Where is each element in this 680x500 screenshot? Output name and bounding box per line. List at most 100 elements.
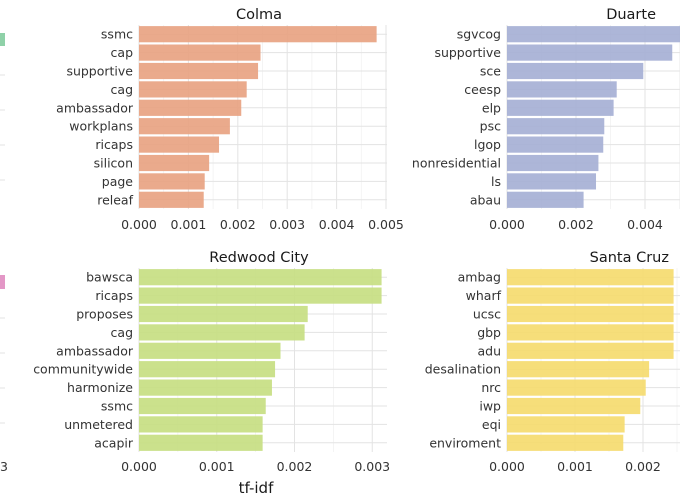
category-label: gbp: [477, 325, 501, 340]
bar-acapir: [139, 434, 263, 451]
bar-workplans: [139, 118, 230, 135]
x-tick-label: 0.001: [171, 217, 207, 232]
x-tick-label: 0.002: [220, 217, 256, 232]
x-tick-label: 0.002: [625, 459, 661, 474]
bar-adu: [507, 342, 674, 359]
bar-iwp: [507, 397, 641, 415]
bar-psc: [507, 118, 605, 135]
bar-nrc: [507, 379, 646, 396]
x-tick-label: 0.002: [558, 217, 594, 232]
category-label: cag: [111, 82, 133, 97]
bar-releaf: [139, 191, 204, 208]
category-label: iwp: [479, 399, 501, 414]
bar-eqi: [507, 416, 625, 433]
category-label: silicon: [94, 156, 133, 171]
facet-panel-duarte: sgvcog supportive sce ceesp elp psc lgop nonres…: [412, 7, 680, 232]
bar-ambassador: [139, 99, 242, 116]
x-tick-label: 0.004: [627, 217, 663, 232]
category-label: cap: [111, 45, 134, 60]
category-label: proposes: [76, 307, 133, 322]
bar-supportive: [139, 62, 259, 80]
category-label: ambag: [458, 270, 501, 285]
bar-cag: [139, 324, 305, 341]
category-label: ambassador: [56, 343, 134, 358]
facet-title: Santa Cruz: [590, 250, 669, 266]
category-label: nonresidential: [412, 156, 501, 171]
category-label: bawsca: [86, 270, 133, 285]
bar-supportive: [507, 44, 673, 61]
bar-communitywide: [139, 361, 276, 378]
category-label: sgvcog: [457, 27, 501, 42]
bar-desalination: [507, 361, 650, 378]
x-tick-label: 0.001: [557, 459, 593, 474]
bar-unmetered: [139, 416, 263, 433]
bar-lgop: [507, 136, 604, 153]
bar-ssmc: [139, 397, 266, 415]
bar-ambag: [507, 269, 674, 286]
x-tick-label: 0.000: [121, 459, 157, 474]
category-label: acapir: [94, 435, 134, 450]
bar-ls: [507, 173, 597, 190]
facet-panel-colma: ssmc cap supportive cag ambassador workplans r…: [56, 7, 404, 232]
facet-title: Duarte: [606, 7, 656, 23]
category-label: elp: [482, 100, 501, 115]
category-label: ssmc: [101, 27, 133, 42]
x-tick-label: 0.001: [199, 459, 235, 474]
clipped-left-panel-top: [0, 33, 5, 181]
facet-title: Colma: [236, 7, 282, 23]
bar-ucsc: [507, 305, 674, 323]
bar-wharf: [507, 287, 674, 304]
category-label: releaf: [97, 192, 133, 207]
x-tick-label: 0.002: [277, 459, 313, 474]
bar-cap: [139, 44, 261, 61]
clipped-left-bar-bottom: [0, 275, 5, 289]
category-label: enviroment: [429, 435, 501, 450]
bar-silicon: [139, 154, 210, 172]
x-tick-label: 0.003: [354, 459, 390, 474]
category-label: communitywide: [33, 362, 133, 377]
category-label: unmetered: [64, 417, 133, 432]
category-label: supportive: [66, 64, 133, 79]
facet-panel-santa-cruz: ambag wharf ucsc gbp adu desalination nrc iwp eq…: [425, 250, 680, 474]
x-tick-label: 0.005: [368, 217, 404, 232]
x-tick-label: 0.000: [489, 217, 525, 232]
category-label: ls: [491, 174, 501, 189]
category-label: nrc: [481, 380, 501, 395]
bar-sce: [507, 62, 644, 80]
bar-bawsca: [139, 269, 382, 286]
bar-nonresidential: [507, 154, 599, 172]
category-label: ucsc: [473, 307, 501, 322]
category-label: lgop: [474, 137, 501, 152]
x-tick-label: 0.000: [489, 459, 525, 474]
x-axis-label: tf-idf: [239, 479, 274, 497]
facet-title: Redwood City: [209, 250, 309, 266]
category-label: wharf: [466, 288, 502, 303]
category-label: psc: [480, 119, 501, 134]
category-label: ssmc: [101, 399, 133, 414]
x-tick-label: 0.003: [269, 217, 305, 232]
bar-ssmc: [139, 26, 377, 43]
facet-panel-redwood-city: bawsca ricaps proposes cag ambassador communi…: [33, 250, 390, 474]
bar-ricaps: [139, 136, 220, 153]
bar-ricaps: [139, 287, 382, 304]
bar-enviroment: [507, 434, 624, 451]
clipped-left-panel-bottom: 3: [0, 275, 8, 474]
category-label: workplans: [69, 119, 133, 134]
category-label: eqi: [482, 417, 501, 432]
x-tick-label: 0.004: [319, 217, 355, 232]
bar-sgvcog: [507, 26, 680, 43]
bar-ceesp: [507, 81, 617, 98]
clipped-left-tick-label: 3: [0, 459, 8, 474]
category-label: adu: [477, 343, 501, 358]
category-label: ambassador: [56, 100, 134, 115]
category-label: ricaps: [95, 137, 133, 152]
x-tick-label: 0.000: [121, 217, 157, 232]
bar-cag: [139, 81, 247, 98]
bar-abau: [507, 191, 584, 208]
clipped-left-bar-top: [0, 33, 5, 46]
category-label: ceesp: [464, 82, 501, 97]
category-label: ricaps: [95, 288, 133, 303]
bar-proposes: [139, 305, 308, 323]
bar-harmonize: [139, 379, 272, 396]
